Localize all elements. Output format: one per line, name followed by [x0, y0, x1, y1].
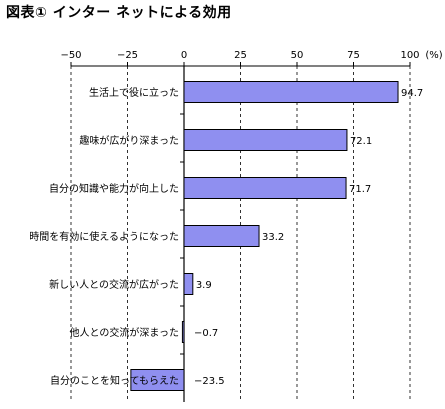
x-tick-label-4: 50 — [291, 50, 304, 61]
bar-4 — [183, 273, 194, 295]
labels: 生活上で役に立った 94.7 趣味が広がり深まった 72.1 自分の知識や能力が向上した… — [29, 86, 423, 387]
x-tick-label-6: 100 — [400, 50, 419, 61]
bar-3 — [183, 225, 260, 247]
bar-2 — [183, 177, 347, 199]
category-label-2: 自分の知識や能力が向上した — [49, 182, 179, 195]
chart-title: 図表① インター ネットによる効用 — [6, 5, 232, 21]
category-label-3: 時間を有効に使えるようになった — [29, 230, 179, 243]
bars — [130, 81, 399, 391]
category-label-5: 他人との交流が深まった — [70, 326, 180, 339]
bar-5 — [181, 321, 185, 343]
bar-6 — [130, 369, 185, 391]
bar-0 — [183, 81, 399, 103]
category-label-6: 自分のことを知ってもらえた — [50, 374, 179, 387]
data-label-6: −23.5 — [194, 376, 225, 387]
grid-lines — [70, 66, 411, 402]
bar-1 — [183, 129, 348, 151]
data-label-1: 72.1 — [350, 136, 372, 147]
category-label-0: 生活上で役に立った — [89, 86, 179, 99]
data-label-2: 71.7 — [349, 184, 371, 195]
data-label-5: −0.7 — [194, 328, 218, 339]
data-label-3: 33.2 — [262, 232, 284, 243]
data-label-0: 94.7 — [401, 88, 423, 99]
x-tick-label-5: 75 — [347, 50, 360, 61]
x-tick-label-2: 0 — [181, 50, 187, 61]
axes: −50 −25 0 25 50 75 100 (%) — [60, 50, 443, 402]
data-label-4: 3.9 — [196, 280, 212, 291]
category-label-4: 新しい人との交流が広がった — [49, 278, 179, 291]
category-label-1: 趣味が広がり深まった — [79, 134, 179, 147]
x-tick-label-0: −50 — [60, 50, 81, 61]
x-tick-label-3: 25 — [234, 50, 247, 61]
x-unit-label: (%) — [425, 50, 442, 61]
x-tick-label-1: −25 — [117, 50, 138, 61]
